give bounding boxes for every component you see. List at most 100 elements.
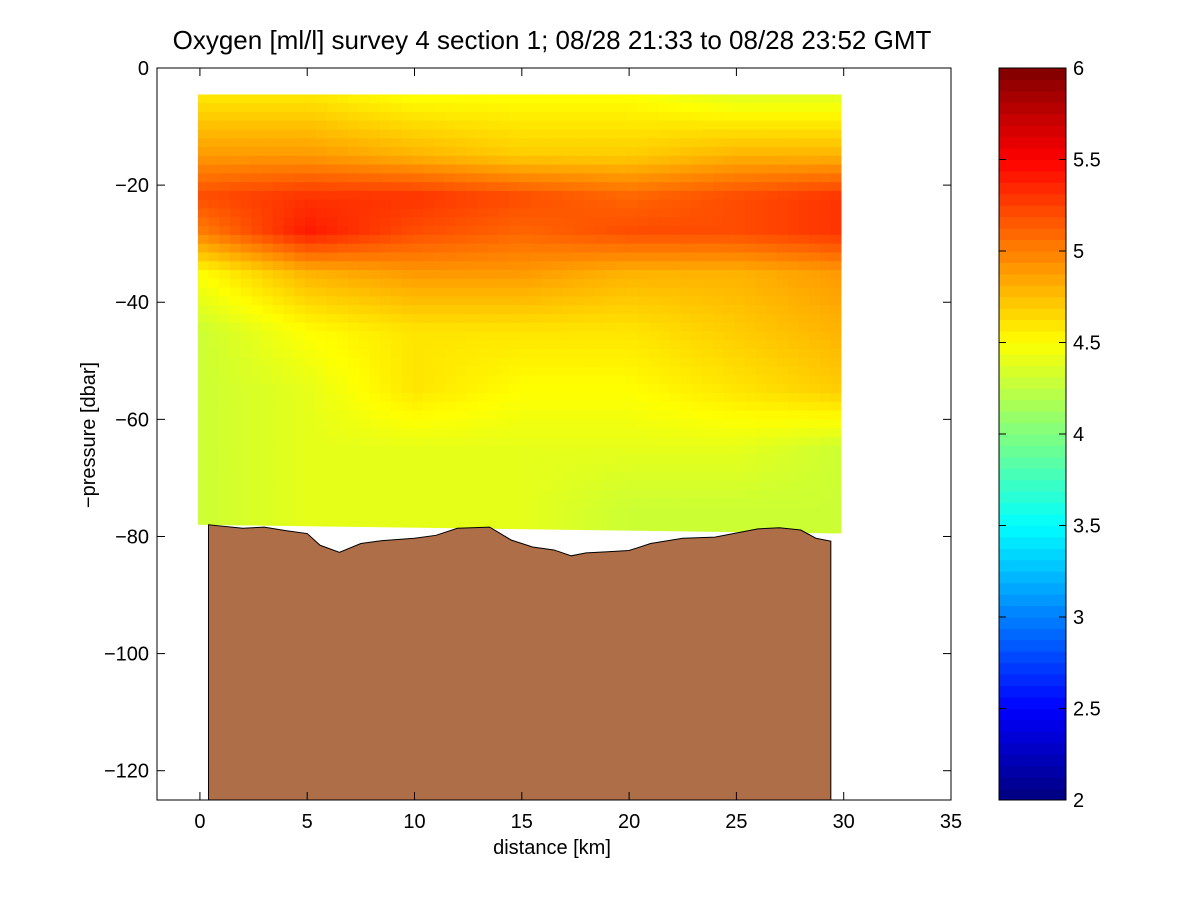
field-cell bbox=[208, 129, 220, 139]
field-cell bbox=[401, 164, 413, 174]
field-cell bbox=[616, 217, 628, 227]
field-cell bbox=[466, 410, 478, 420]
field-cell bbox=[702, 357, 714, 368]
field-cell bbox=[208, 103, 220, 113]
field-cell bbox=[251, 234, 263, 245]
field-cell bbox=[659, 190, 671, 201]
field-cell bbox=[830, 322, 842, 333]
field-cell bbox=[830, 226, 842, 236]
field-cell bbox=[616, 340, 628, 350]
field-cell bbox=[433, 445, 446, 456]
field-cell bbox=[305, 393, 317, 403]
field-cell bbox=[637, 226, 650, 236]
field-cell bbox=[498, 331, 510, 341]
field-cell bbox=[530, 322, 542, 333]
field-cell bbox=[294, 349, 306, 359]
field-cell bbox=[744, 445, 757, 456]
field-cell bbox=[723, 243, 735, 254]
field-cell bbox=[573, 349, 585, 359]
field-cell bbox=[358, 480, 371, 491]
field-cell bbox=[755, 445, 768, 456]
x-tick-label: 15 bbox=[511, 811, 533, 833]
colorbar-cell bbox=[999, 319, 1066, 332]
field-cell bbox=[412, 313, 424, 324]
field-cell bbox=[455, 147, 467, 157]
field-cell bbox=[734, 234, 746, 245]
field-cell bbox=[369, 270, 381, 280]
field-cell bbox=[777, 454, 789, 464]
field-cell bbox=[412, 410, 424, 420]
field-cell bbox=[616, 147, 628, 157]
field-cell bbox=[337, 322, 349, 333]
field-cell bbox=[530, 357, 542, 368]
field-cell bbox=[712, 507, 725, 517]
field-cell bbox=[401, 270, 413, 280]
field-cell bbox=[240, 515, 253, 526]
field-cell bbox=[219, 498, 231, 508]
field-cell bbox=[466, 305, 478, 315]
field-cell bbox=[573, 384, 585, 394]
field-cell bbox=[702, 340, 714, 350]
field-cell bbox=[272, 270, 285, 280]
field-cell bbox=[766, 278, 778, 289]
field-cell bbox=[637, 419, 650, 429]
field-cell bbox=[380, 515, 392, 526]
field-cell bbox=[305, 454, 317, 464]
field-cell bbox=[455, 296, 467, 306]
field-cell bbox=[498, 199, 510, 210]
field-cell bbox=[412, 419, 424, 429]
colorbar-cell bbox=[999, 376, 1066, 389]
field-cell bbox=[208, 208, 220, 218]
field-cell bbox=[616, 428, 628, 438]
field-cell bbox=[401, 445, 413, 456]
field-cell bbox=[798, 489, 810, 500]
field-cell bbox=[648, 111, 660, 122]
field-cell bbox=[787, 313, 800, 324]
field-cell bbox=[487, 243, 499, 254]
field-cell bbox=[283, 234, 295, 245]
field-cell bbox=[466, 349, 478, 359]
field-cell bbox=[766, 507, 778, 517]
field-cell bbox=[283, 270, 295, 280]
field-cell bbox=[530, 226, 542, 236]
field-cell bbox=[605, 419, 617, 429]
field-cell bbox=[562, 226, 574, 236]
field-cell bbox=[573, 120, 585, 131]
field-cell bbox=[305, 270, 317, 280]
field-cell bbox=[412, 454, 424, 464]
field-cell bbox=[219, 111, 231, 122]
field-cell bbox=[755, 349, 768, 359]
field-cell bbox=[626, 287, 639, 297]
field-cell bbox=[648, 287, 660, 297]
field-cell bbox=[476, 331, 489, 341]
field-cell bbox=[519, 472, 531, 482]
field-cell bbox=[530, 480, 542, 491]
field-cell bbox=[551, 111, 564, 122]
field-cell bbox=[498, 270, 510, 280]
field-cell bbox=[272, 428, 285, 438]
field-cell bbox=[401, 129, 413, 139]
field-cell bbox=[305, 138, 317, 148]
field-cell bbox=[466, 147, 478, 157]
field-cell bbox=[401, 331, 413, 341]
field-cell bbox=[240, 480, 253, 491]
field-cell bbox=[262, 164, 274, 174]
field-cell bbox=[305, 208, 317, 218]
field-cell bbox=[390, 226, 403, 236]
field-cell bbox=[240, 419, 253, 429]
field-cell bbox=[358, 120, 371, 131]
field-cell bbox=[551, 454, 564, 464]
field-cell bbox=[766, 410, 778, 420]
field-cell bbox=[326, 190, 338, 201]
field-cell bbox=[605, 190, 617, 201]
field-cell bbox=[734, 182, 746, 192]
field-cell bbox=[777, 507, 789, 517]
field-cell bbox=[616, 278, 628, 289]
field-cell bbox=[830, 243, 842, 254]
field-cell bbox=[680, 147, 692, 157]
field-cell bbox=[272, 129, 285, 139]
field-cell bbox=[262, 234, 274, 245]
field-cell bbox=[466, 226, 478, 236]
field-cell bbox=[766, 190, 778, 201]
field-cell bbox=[240, 322, 253, 333]
